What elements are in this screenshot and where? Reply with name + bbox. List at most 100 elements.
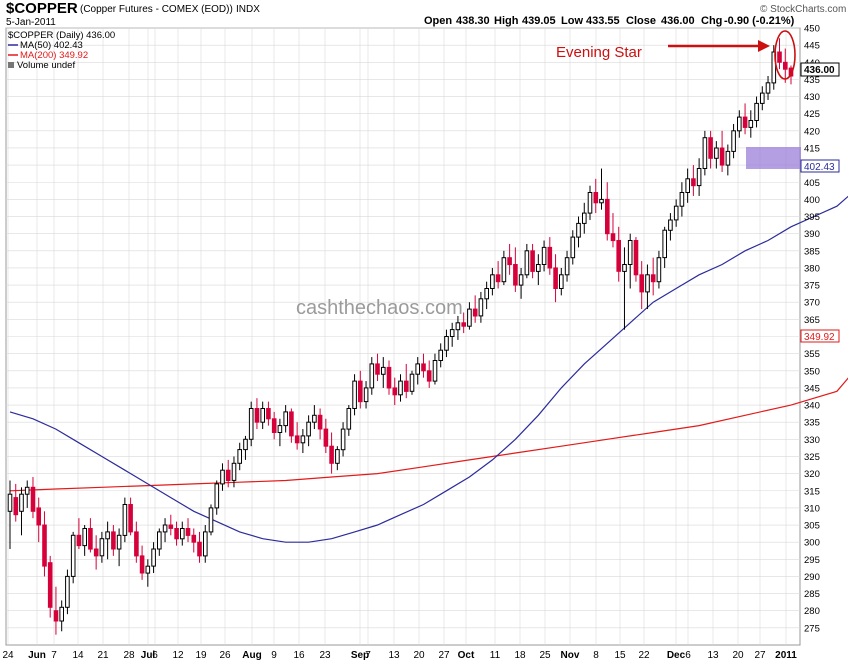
x-tick-label: 7 <box>365 650 371 661</box>
candle-body <box>197 541 202 557</box>
candle-body <box>243 438 248 451</box>
grid <box>6 27 800 645</box>
ma50-value-box: 402.43 <box>800 159 840 173</box>
candle-body <box>691 178 696 187</box>
candle <box>582 202 587 234</box>
candle-body <box>381 366 386 375</box>
candle-body <box>260 408 265 423</box>
candle-body <box>185 528 191 536</box>
candle-body <box>564 257 570 276</box>
candle <box>501 250 507 286</box>
candle-body <box>627 240 633 265</box>
candle-body <box>30 486 36 512</box>
x-tick-label: 2011 <box>775 650 797 661</box>
candle-body <box>19 493 24 512</box>
candle <box>691 165 696 196</box>
candle <box>645 264 650 310</box>
candle <box>495 261 501 289</box>
candle-body <box>553 267 558 289</box>
candle <box>673 199 679 227</box>
candle-body <box>191 534 197 543</box>
candle <box>283 405 288 433</box>
candle <box>444 329 449 358</box>
candle <box>42 511 47 577</box>
ma50-value-label: 402.43 <box>804 162 835 173</box>
candle-body <box>65 575 70 608</box>
candle-body <box>421 363 426 372</box>
ma200-series <box>9 377 848 492</box>
candle-body <box>610 233 616 242</box>
candle <box>203 525 208 563</box>
candle-body <box>363 387 369 403</box>
y-tick-label: 400 <box>804 195 820 206</box>
candle-body <box>220 469 225 485</box>
y-tick-label: 420 <box>804 126 820 137</box>
candle-body <box>93 548 99 557</box>
candle-body <box>587 192 593 214</box>
candle <box>536 254 541 286</box>
candle-body <box>484 288 489 300</box>
candle-body <box>409 373 415 392</box>
candle <box>329 432 334 474</box>
y-tick-label: 370 <box>804 298 820 309</box>
candle <box>59 600 65 632</box>
candle <box>587 185 593 220</box>
high-value: 439.05 <box>522 15 556 27</box>
candle <box>714 141 719 169</box>
candle-body <box>53 610 59 622</box>
candle <box>294 422 300 450</box>
candle-body <box>277 425 283 434</box>
candle <box>415 357 420 385</box>
candle-body <box>358 380 363 403</box>
x-tick-label: 20 <box>732 650 744 661</box>
candle <box>323 418 329 454</box>
candle-body <box>645 274 650 293</box>
resistance-zone <box>746 147 801 169</box>
candle-body <box>507 257 512 266</box>
x-tick-label: 21 <box>97 650 109 661</box>
candle <box>432 353 438 385</box>
candle-body <box>478 298 484 317</box>
candle <box>208 504 214 536</box>
candle-body <box>449 329 455 338</box>
candle-body <box>346 408 352 430</box>
candle-body <box>13 497 19 516</box>
candle <box>248 401 254 447</box>
x-tick-label: 6 <box>685 650 691 661</box>
x-tick-label: 28 <box>123 650 135 661</box>
candle-body <box>162 524 168 533</box>
candle-body <box>47 562 53 608</box>
y-tick-label: 290 <box>804 572 820 583</box>
evening-star-label: Evening Star <box>556 44 642 61</box>
candle-body <box>392 387 398 396</box>
y-tick-label: 305 <box>804 521 820 532</box>
candle <box>139 545 145 580</box>
candle-body <box>432 360 438 382</box>
candle-body <box>467 308 472 327</box>
candle-body <box>444 336 449 351</box>
candle <box>404 363 409 399</box>
candle <box>478 291 484 323</box>
candle <box>426 360 432 388</box>
candle-body <box>59 606 65 622</box>
candle-body <box>472 308 478 317</box>
candle <box>13 483 19 522</box>
x-tick-label: 9 <box>271 650 277 661</box>
candle-body <box>662 229 668 259</box>
candle <box>197 531 202 563</box>
candle <box>622 247 627 330</box>
candle-body <box>455 322 461 331</box>
candle <box>30 477 36 519</box>
y-tick-label: 350 <box>804 366 820 377</box>
candle-body <box>570 236 576 259</box>
candle-body <box>151 548 156 567</box>
candle-body <box>616 240 622 272</box>
x-tick-label: 18 <box>514 650 526 661</box>
candle <box>134 521 139 563</box>
candle-body <box>283 411 288 427</box>
arrow-head-icon <box>758 40 770 52</box>
candle <box>168 514 174 536</box>
x-tick-label: Aug <box>242 650 261 661</box>
symbol-title: $COPPER <box>6 0 78 17</box>
